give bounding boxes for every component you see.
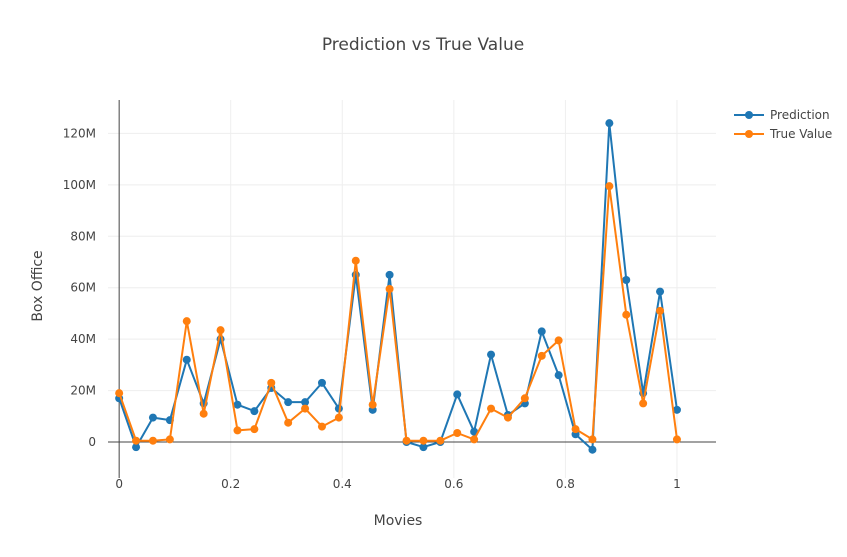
data-point: [537, 327, 546, 336]
chart-title: Prediction vs True Value: [322, 35, 524, 55]
series-layer: [115, 119, 681, 454]
x-tick-label: 0.8: [556, 477, 575, 491]
data-point: [233, 426, 242, 435]
data-point: [622, 310, 631, 319]
data-point: [554, 336, 563, 345]
data-point: [216, 326, 225, 335]
data-point: [301, 398, 310, 407]
data-point: [250, 425, 259, 434]
y-tick-label: 40M: [70, 332, 96, 346]
data-point: [317, 378, 326, 387]
data-point: [487, 404, 496, 413]
data-point: [537, 351, 546, 360]
data-point: [672, 405, 681, 414]
series-line: [118, 185, 678, 442]
data-point: [639, 399, 648, 408]
x-tick-label: 0.4: [333, 477, 352, 491]
data-point: [588, 435, 597, 444]
data-point: [148, 436, 157, 445]
legend-label: Prediction: [770, 108, 830, 122]
data-point: [132, 436, 141, 445]
axes: [108, 100, 716, 478]
data-point: [402, 436, 411, 445]
data-point: [656, 306, 665, 315]
data-point: [605, 182, 614, 191]
data-point: [233, 400, 242, 409]
data-point: [487, 350, 496, 359]
data-point: [317, 422, 326, 431]
data-point: [554, 371, 563, 380]
data-point: [385, 270, 394, 279]
data-point: [334, 413, 343, 422]
y-tick-label: 120M: [63, 126, 96, 140]
data-point: [656, 287, 665, 296]
tick-labels: 0 0.2 0.4 0.6 0.8 1 0 20M 40M 60M 80M 100M 120M: [63, 126, 681, 491]
y-tick-label: 20M: [70, 384, 96, 398]
data-point: [267, 378, 276, 387]
x-tick-label: 0.6: [444, 477, 463, 491]
data-point: [199, 409, 208, 418]
y-tick-label: 60M: [70, 281, 96, 295]
data-point: [148, 413, 157, 422]
series-prediction: [115, 119, 681, 454]
legend-label: True Value: [769, 127, 832, 141]
data-point: [284, 398, 293, 407]
data-point: [132, 443, 141, 452]
x-tick-label: 1: [673, 477, 681, 491]
legend-item[interactable]: Prediction: [734, 108, 830, 122]
data-point: [250, 407, 259, 416]
data-point: [622, 276, 631, 284]
data-point: [605, 119, 614, 128]
data-point: [470, 435, 479, 444]
data-point: [182, 317, 191, 326]
y-axis-label: Box Office: [30, 250, 46, 321]
data-point: [419, 443, 428, 452]
data-point: [520, 394, 529, 403]
data-point: [453, 390, 462, 399]
legend[interactable]: Prediction True Value: [734, 108, 832, 141]
data-point: [503, 413, 512, 422]
x-axis-label: Movies: [374, 513, 423, 529]
gridlines: [108, 100, 716, 478]
x-tick-label: 0.2: [221, 477, 240, 491]
y-tick-label: 0: [88, 435, 96, 449]
legend-item[interactable]: True Value: [734, 127, 832, 141]
x-tick-label: 0: [115, 477, 123, 491]
series-true-value: [115, 182, 681, 445]
data-point: [182, 355, 191, 364]
y-tick-label: 100M: [63, 178, 96, 192]
data-point: [368, 400, 377, 409]
data-point: [672, 435, 681, 444]
data-point: [165, 435, 174, 444]
data-point: [115, 389, 124, 398]
legend-swatch-marker: [745, 130, 753, 138]
data-point: [436, 436, 445, 445]
data-point: [301, 404, 310, 413]
legend-swatch-marker: [745, 111, 753, 119]
data-point: [351, 256, 360, 265]
data-point: [419, 436, 428, 445]
data-point: [571, 425, 580, 434]
data-point: [284, 418, 293, 427]
data-point: [588, 445, 597, 454]
data-point: [385, 285, 394, 293]
data-point: [453, 429, 462, 437]
y-tick-label: 80M: [70, 229, 96, 243]
